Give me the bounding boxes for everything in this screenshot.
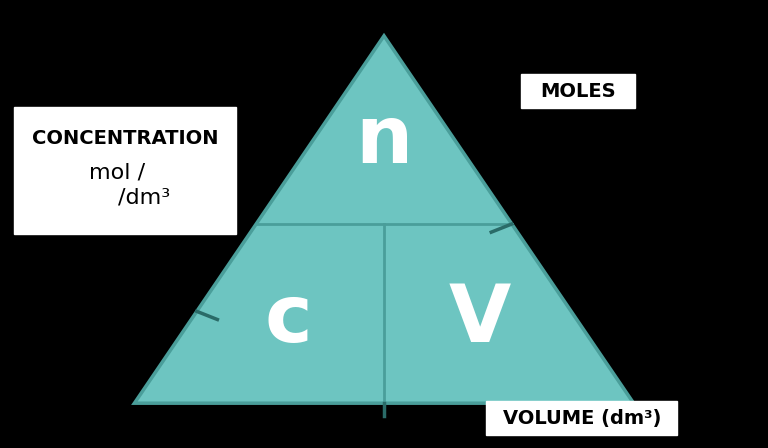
Text: MOLES: MOLES	[540, 82, 616, 101]
Text: VOLUME (dm³): VOLUME (dm³)	[502, 409, 661, 428]
Text: /dm³: /dm³	[118, 187, 170, 207]
Text: c: c	[264, 281, 312, 359]
FancyBboxPatch shape	[14, 107, 236, 234]
Text: n: n	[356, 102, 412, 180]
FancyBboxPatch shape	[486, 401, 677, 435]
Polygon shape	[134, 36, 634, 403]
Text: mol /: mol /	[89, 163, 145, 183]
Text: V: V	[449, 281, 511, 359]
FancyBboxPatch shape	[521, 74, 635, 108]
Text: CONCENTRATION: CONCENTRATION	[31, 129, 218, 148]
